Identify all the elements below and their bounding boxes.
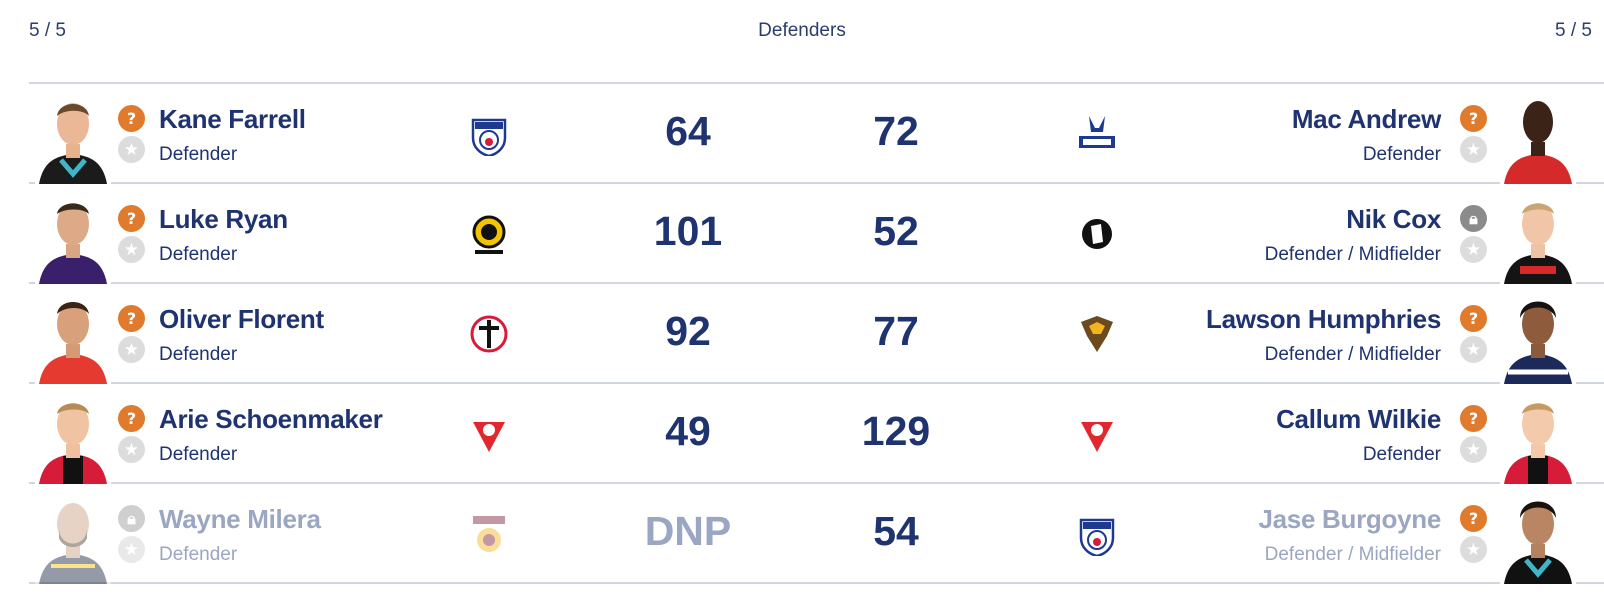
player-score: 101 bbox=[653, 208, 723, 254]
player-score: 49 bbox=[665, 408, 711, 454]
section-title: Defenders bbox=[758, 20, 846, 41]
player-position: Defender bbox=[159, 544, 238, 565]
status-question-icon[interactable]: ? bbox=[118, 305, 145, 332]
player-photo bbox=[35, 292, 111, 384]
matchup-row[interactable]: 🔒︎ ★ Wayne Milera Defender DNP 54 Jase B… bbox=[29, 484, 1604, 584]
player-score: 92 bbox=[665, 308, 711, 354]
status-question-icon[interactable]: ? bbox=[1460, 405, 1487, 432]
player-score: DNP bbox=[644, 508, 732, 554]
club-logo-brisbane-lions-icon bbox=[469, 512, 509, 556]
player-photo bbox=[35, 192, 111, 284]
opponent-score: 77 bbox=[873, 308, 919, 354]
club-logo-sydney-icon bbox=[1077, 412, 1117, 456]
player-name[interactable]: Kane Farrell bbox=[159, 104, 306, 134]
opponent-photo bbox=[1500, 492, 1576, 584]
club-logo-bulldogs-icon bbox=[469, 112, 509, 158]
status-question-icon[interactable]: ? bbox=[118, 105, 145, 132]
player-position: Defender bbox=[159, 444, 238, 465]
opponent-position: Defender / Midfielder bbox=[1264, 244, 1441, 265]
opponent-score: 52 bbox=[873, 208, 919, 254]
opponent-photo bbox=[1500, 92, 1576, 184]
star-icon[interactable]: ★ bbox=[1460, 536, 1487, 563]
opponent-score: 129 bbox=[861, 408, 931, 454]
star-icon[interactable]: ★ bbox=[118, 336, 145, 363]
club-logo-sydney-icon bbox=[469, 412, 509, 456]
club-logo-hawthorn-icon bbox=[1077, 312, 1117, 356]
status-question-icon[interactable]: ? bbox=[118, 205, 145, 232]
club-logo-north-melbourne-icon bbox=[1077, 112, 1117, 156]
opponent-position: Defender / Midfielder bbox=[1264, 344, 1441, 365]
star-icon[interactable]: ★ bbox=[118, 236, 145, 263]
player-photo bbox=[35, 92, 111, 184]
status-question-icon[interactable]: ? bbox=[1460, 505, 1487, 532]
player-name[interactable]: Oliver Florent bbox=[159, 304, 324, 334]
opponent-name[interactable]: Mac Andrew bbox=[1291, 104, 1441, 134]
status-question-icon[interactable]: ? bbox=[118, 405, 145, 432]
opponent-position: Defender bbox=[1362, 444, 1441, 465]
player-name[interactable]: Luke Ryan bbox=[159, 204, 288, 234]
opponent-name[interactable]: Callum Wilkie bbox=[1276, 404, 1441, 434]
opponent-photo bbox=[1500, 292, 1576, 384]
matchup-row[interactable]: ? ★ Luke Ryan Defender 101 52 Nik Cox De… bbox=[29, 184, 1604, 284]
opponent-position: Defender bbox=[1362, 144, 1441, 165]
matchup-row[interactable]: ? ★ Kane Farrell Defender 64 72 Mac Andr… bbox=[29, 84, 1604, 184]
opponent-score: 72 bbox=[873, 108, 919, 154]
club-logo-richmond-icon bbox=[469, 212, 509, 256]
club-logo-bulldogs-icon bbox=[1077, 512, 1117, 558]
club-logo-collingwood-icon bbox=[1077, 212, 1117, 256]
player-position: Defender bbox=[159, 344, 238, 365]
player-position: Defender bbox=[159, 144, 238, 165]
player-photo bbox=[35, 492, 111, 584]
player-position: Defender bbox=[159, 244, 238, 265]
status-locked-icon[interactable]: 🔒︎ bbox=[118, 505, 145, 532]
status-question-icon[interactable]: ? bbox=[1460, 105, 1487, 132]
player-name[interactable]: Wayne Milera bbox=[159, 504, 321, 534]
star-icon[interactable]: ★ bbox=[1460, 136, 1487, 163]
opponent-score: 54 bbox=[873, 508, 919, 554]
opponent-position: Defender / Midfielder bbox=[1264, 544, 1441, 565]
status-locked-icon[interactable]: 🔒︎ bbox=[1460, 205, 1487, 232]
opponent-photo bbox=[1500, 392, 1576, 484]
star-icon[interactable]: ★ bbox=[118, 536, 145, 563]
left-team-count: 5 / 5 bbox=[29, 20, 66, 41]
matchup-row[interactable]: ? ★ Arie Schoenmaker Defender 49 129 Cal… bbox=[29, 384, 1604, 484]
star-icon[interactable]: ★ bbox=[1460, 236, 1487, 263]
player-name[interactable]: Arie Schoenmaker bbox=[159, 404, 383, 434]
status-question-icon[interactable]: ? bbox=[1460, 305, 1487, 332]
right-team-count: 5 / 5 bbox=[1555, 20, 1592, 41]
matchup-row[interactable]: ? ★ Oliver Florent Defender 92 77 Lawson… bbox=[29, 284, 1604, 384]
star-icon[interactable]: ★ bbox=[1460, 436, 1487, 463]
defenders-matchup-list: ? ★ Kane Farrell Defender 64 72 Mac Andr… bbox=[29, 82, 1604, 584]
opponent-name[interactable]: Lawson Humphries bbox=[1205, 304, 1441, 334]
opponent-name[interactable]: Jase Burgoyne bbox=[1258, 504, 1441, 534]
opponent-photo bbox=[1500, 192, 1576, 284]
star-icon[interactable]: ★ bbox=[118, 136, 145, 163]
opponent-name[interactable]: Nik Cox bbox=[1346, 204, 1441, 234]
player-photo bbox=[35, 392, 111, 484]
player-score: 64 bbox=[665, 108, 711, 154]
club-logo-st-kilda-icon bbox=[469, 312, 509, 356]
star-icon[interactable]: ★ bbox=[118, 436, 145, 463]
star-icon[interactable]: ★ bbox=[1460, 336, 1487, 363]
